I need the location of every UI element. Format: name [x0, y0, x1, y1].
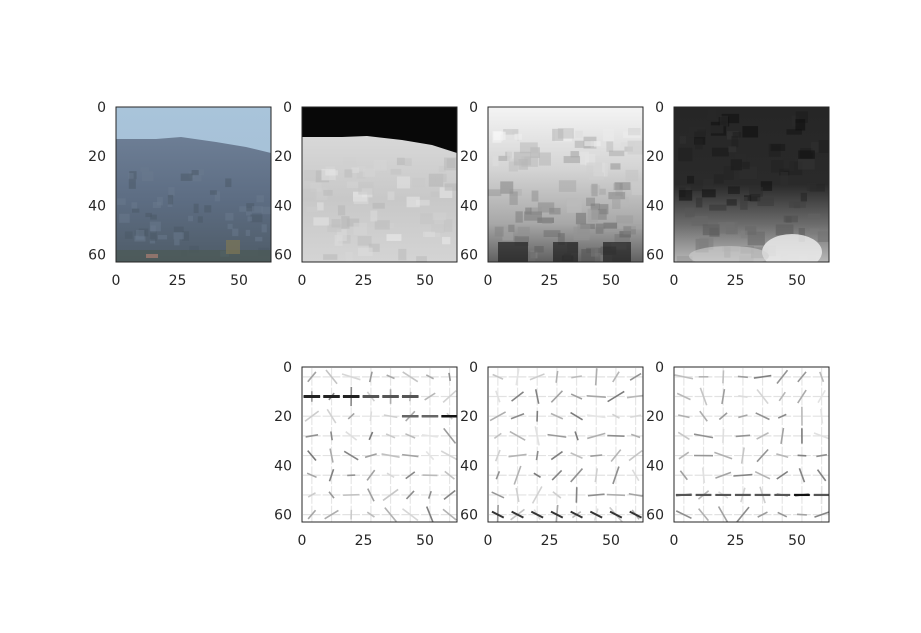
axes-frame [673, 106, 830, 263]
y-tick-label: 0 [655, 100, 664, 116]
y-tick-label: 40 [460, 198, 478, 214]
image-hog-1 [302, 367, 457, 522]
subplot-channel-1: 0 25 50 0 20 40 60 [274, 100, 458, 289]
x-tick-label: 25 [727, 273, 745, 289]
x-tick-label: 25 [541, 273, 559, 289]
y-tick-label: 20 [460, 149, 478, 165]
x-tick-label: 25 [355, 533, 373, 549]
y-tick-label: 60 [88, 248, 106, 264]
y-tick-label: 20 [646, 149, 664, 165]
axes-frame [487, 106, 644, 263]
x-tick-label: 50 [602, 273, 620, 289]
y-tick-label: 40 [460, 458, 478, 474]
x-tick-label: 25 [541, 533, 559, 549]
axes-frame [301, 106, 458, 263]
axes-frame [115, 106, 272, 263]
y-tick-label: 40 [274, 198, 292, 214]
image-hog-3 [674, 367, 829, 522]
y-tick-label: 60 [274, 248, 292, 264]
y-tick-label: 60 [646, 248, 664, 264]
y-tick-label: 0 [283, 360, 292, 376]
y-tick-label: 40 [274, 458, 292, 474]
image-channel-3 [674, 107, 829, 262]
subplot-channel-3: 0 25 50 0 20 40 60 [646, 100, 830, 289]
y-tick-label: 60 [274, 508, 292, 524]
x-tick-label: 50 [230, 273, 248, 289]
subplot-hog-3: 0 25 50 0 20 40 60 [646, 360, 830, 549]
axes-frame [301, 366, 458, 523]
y-tick-label: 60 [646, 508, 664, 524]
x-tick-label: 50 [788, 273, 806, 289]
y-tick-label: 0 [469, 100, 478, 116]
subplot-hog-1: 0 25 50 0 20 40 60 [274, 360, 458, 549]
x-tick-label: 50 [788, 533, 806, 549]
x-tick-label: 0 [484, 533, 493, 549]
x-tick-label: 0 [112, 273, 121, 289]
subplot-channel-2: 0 25 50 0 20 40 60 [460, 100, 644, 289]
x-tick-label: 25 [355, 273, 373, 289]
y-tick-label: 20 [646, 409, 664, 425]
axes-frame [487, 366, 644, 523]
y-tick-label: 0 [655, 360, 664, 376]
image-hog-2 [488, 367, 643, 522]
x-tick-label: 0 [484, 273, 493, 289]
y-tick-label: 40 [88, 198, 106, 214]
x-tick-label: 50 [602, 533, 620, 549]
axes-frame [673, 366, 830, 523]
y-tick-label: 0 [469, 360, 478, 376]
x-tick-label: 25 [727, 533, 745, 549]
x-tick-label: 50 [416, 273, 434, 289]
y-tick-label: 20 [460, 409, 478, 425]
subplot-hog-2: 0 25 50 0 20 40 60 [460, 360, 644, 549]
x-tick-label: 50 [416, 533, 434, 549]
x-tick-label: 25 [169, 273, 187, 289]
x-tick-label: 0 [670, 533, 679, 549]
y-tick-label: 0 [283, 100, 292, 116]
image-rgb-image [116, 107, 271, 262]
y-tick-label: 20 [274, 149, 292, 165]
x-tick-label: 0 [670, 273, 679, 289]
y-tick-label: 20 [274, 409, 292, 425]
y-tick-label: 40 [646, 198, 664, 214]
y-tick-label: 60 [460, 248, 478, 264]
image-channel-1 [302, 107, 457, 262]
subplot-rgb-image: 0 25 50 0 20 40 60 [88, 100, 272, 289]
y-tick-label: 0 [97, 100, 106, 116]
y-tick-label: 20 [88, 149, 106, 165]
image-channel-2 [488, 107, 643, 262]
x-tick-label: 0 [298, 273, 307, 289]
y-tick-label: 40 [646, 458, 664, 474]
y-tick-label: 60 [460, 508, 478, 524]
x-tick-label: 0 [298, 533, 307, 549]
